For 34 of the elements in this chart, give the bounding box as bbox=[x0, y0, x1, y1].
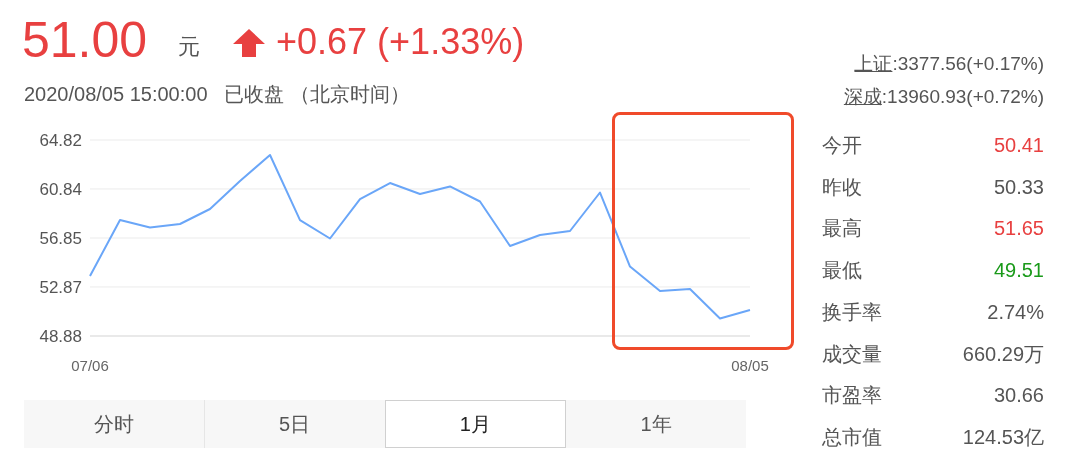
text: 5日 bbox=[203, 400, 385, 448]
text: 分时 bbox=[92, 411, 135, 437]
text: +0.67 (+1.33%) bbox=[276, 20, 525, 64]
text: 30.66 bbox=[993, 384, 1044, 407]
category-label: 总市值 bbox=[822, 424, 882, 450]
x-tick-label: 08/05 bbox=[731, 356, 769, 374]
text: 1月 bbox=[384, 400, 567, 448]
text: 50.33 bbox=[993, 175, 1044, 198]
y-tick-label: 52.87 bbox=[39, 277, 82, 297]
category-label: 市盈率 bbox=[822, 383, 882, 409]
text: 660.29万 bbox=[962, 342, 1044, 365]
text: 50.41 bbox=[993, 134, 1044, 156]
y-tick-label: 60.84 bbox=[39, 179, 82, 199]
line-series bbox=[89, 154, 751, 320]
y-tick-label: 56.85 bbox=[39, 229, 82, 249]
text: 124.53亿 bbox=[962, 425, 1044, 448]
chart-title: 51.00 bbox=[22, 12, 148, 68]
text: 51.65 bbox=[993, 217, 1044, 240]
category-label: 最高 bbox=[822, 216, 862, 242]
y-tick-label: 64.82 bbox=[39, 131, 82, 151]
text: 2.74% bbox=[987, 300, 1044, 323]
category-label: 今开 bbox=[822, 133, 862, 158]
chart-subtitle: 2020/08/05 15:00:00 已收盘 （北京时间） bbox=[24, 82, 410, 107]
text: 49.51 bbox=[993, 259, 1044, 282]
text: 元 bbox=[178, 34, 200, 60]
category-label: 昨收 bbox=[822, 174, 862, 200]
text: 深成:13960.93(+0.72%) bbox=[843, 85, 1044, 109]
category-label: 成交量 bbox=[822, 341, 882, 367]
text: 1年 bbox=[639, 411, 673, 437]
category-label: 换手率 bbox=[822, 299, 882, 325]
x-tick-label: 07/06 bbox=[71, 356, 109, 374]
y-tick-label: 48.88 bbox=[39, 327, 82, 347]
category-label: 最低 bbox=[822, 258, 862, 284]
text: 上证:3377.56(+0.17%) bbox=[854, 52, 1044, 76]
